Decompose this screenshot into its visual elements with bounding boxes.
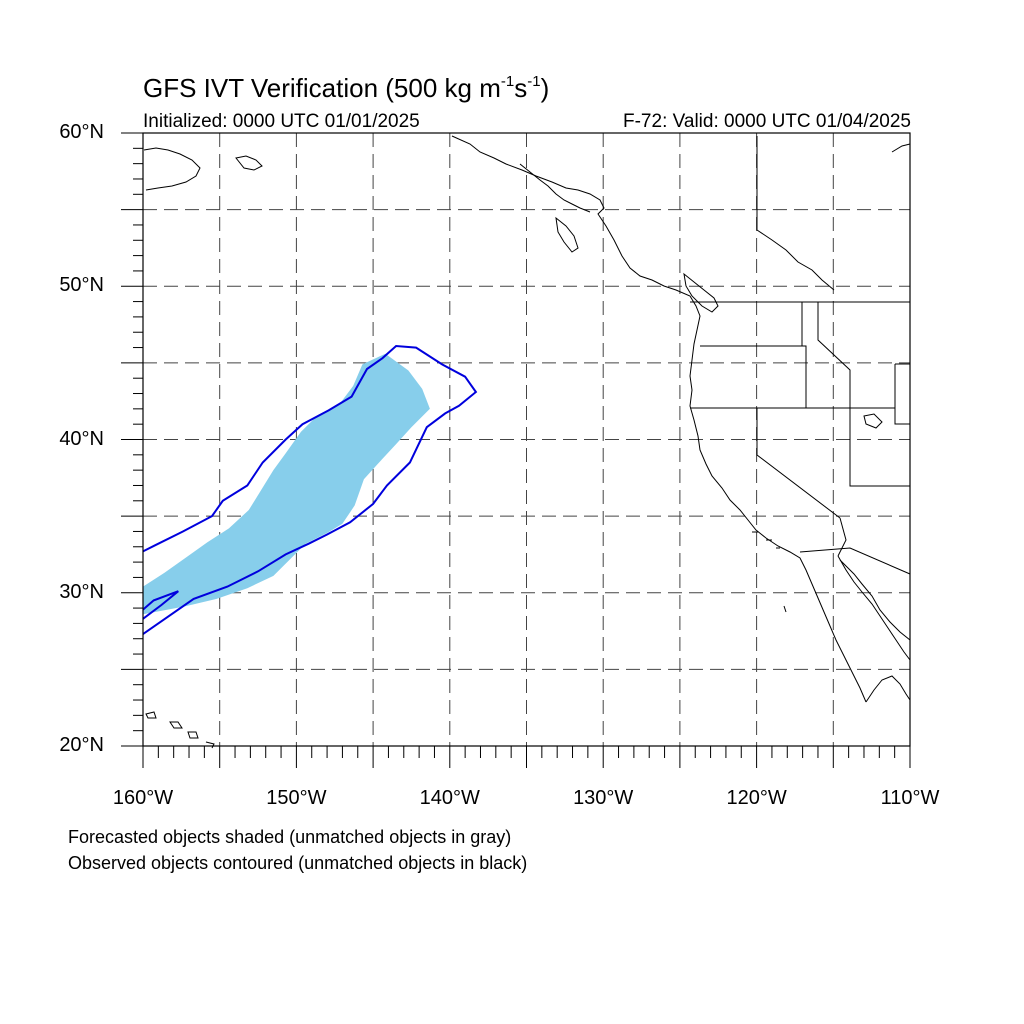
border-ca-nv xyxy=(756,408,841,519)
coastline-hawaii-4 xyxy=(205,741,215,749)
ivt-objects xyxy=(142,344,478,635)
coastline-great-salt-lake xyxy=(863,413,883,429)
border-az xyxy=(837,517,847,557)
coastline-hawaii-3 xyxy=(187,731,199,739)
lat-label: 40°N xyxy=(59,427,104,450)
lon-label: 140°W xyxy=(419,787,480,809)
observed-ivt-contour xyxy=(142,344,478,635)
border-wa-or xyxy=(700,345,807,408)
coastline-alaska-west xyxy=(143,147,201,191)
forecast-note: Forecasted objects shaded (unmatched obj… xyxy=(68,827,512,847)
coastline-alaska-panhandle xyxy=(519,163,591,213)
coastline-north-america xyxy=(451,135,867,703)
coastline-channel-islands xyxy=(752,531,780,549)
border-nv-ut-az xyxy=(849,408,910,487)
forecast-ivt-object xyxy=(143,353,430,615)
lat-label: 50°N xyxy=(59,274,104,297)
map-gridlines xyxy=(143,133,910,746)
coastline-haida-gwaii xyxy=(555,216,579,253)
coastlines-and-borders xyxy=(143,135,911,749)
lon-label: 110°W xyxy=(880,787,940,809)
coastline-hawaii-2 xyxy=(169,721,183,729)
border-us-mexico xyxy=(799,547,911,575)
lat-label: 30°N xyxy=(59,580,104,603)
init-time-label: Initialized: 0000 UTC 01/01/2025 xyxy=(143,111,420,132)
coastline-gulf-of-california xyxy=(837,555,911,661)
border-mt xyxy=(894,363,910,425)
map-frame xyxy=(121,132,911,768)
valid-time-label: F-72: Valid: 0000 UTC 01/04/2025 xyxy=(623,111,911,132)
coastline-greenland-tip xyxy=(891,143,911,153)
lat-label: 60°N xyxy=(59,121,104,143)
map-title: GFS IVT Verification (500 kg m-1s-1) xyxy=(143,73,550,103)
observed-note: Observed objects contoured (unmatched ob… xyxy=(68,853,528,873)
coastline-hudson-area xyxy=(756,229,835,291)
coastline-mexico-west xyxy=(865,675,911,703)
border-id-mt xyxy=(817,302,851,408)
lon-label: 130°W xyxy=(573,787,634,809)
coastline-kodiak xyxy=(235,155,263,171)
coastline-mainland-mexico xyxy=(839,559,911,641)
coastline-guadalupe-island xyxy=(783,605,787,613)
coastline-hawaii-1 xyxy=(145,711,157,719)
lon-label: 160°W xyxy=(112,787,174,809)
observed-ivt-contour-small xyxy=(142,590,179,620)
lat-label: 20°N xyxy=(59,734,104,756)
lon-label: 120°W xyxy=(726,787,787,809)
lon-label: 150°W xyxy=(266,787,327,809)
coastline-vancouver-island xyxy=(683,272,719,313)
